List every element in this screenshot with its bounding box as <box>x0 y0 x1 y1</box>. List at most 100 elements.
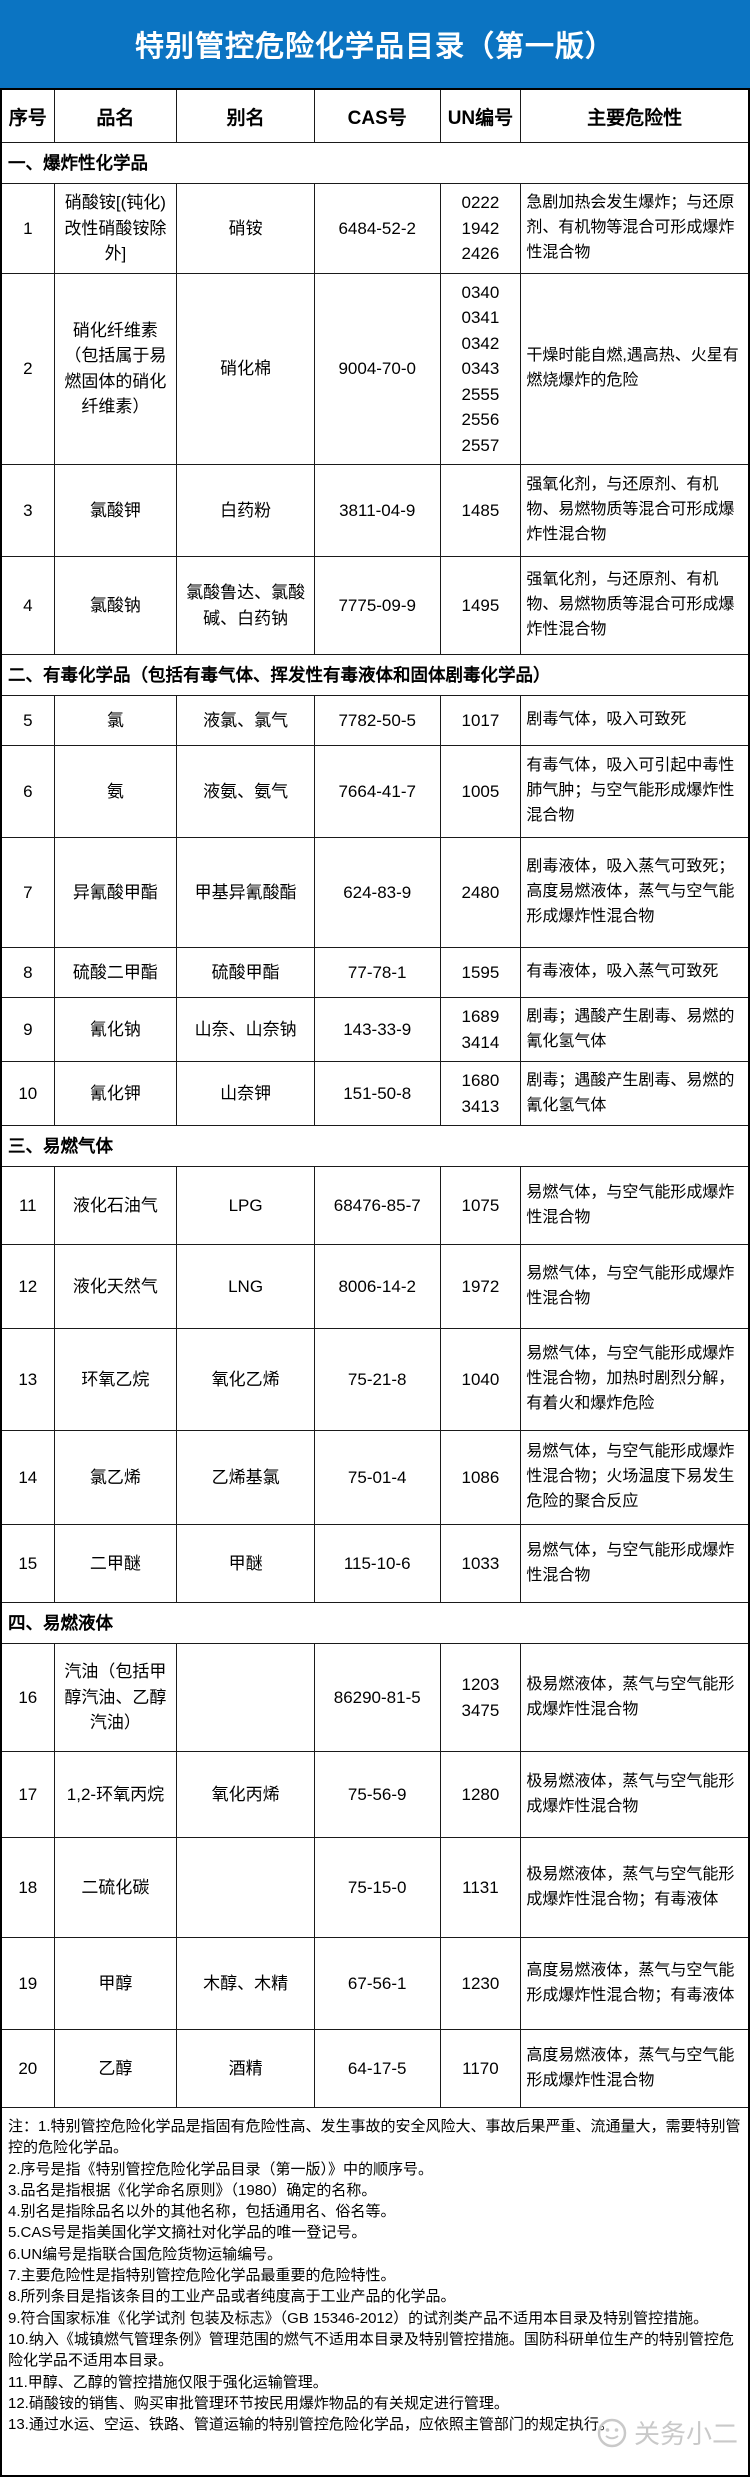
table-row: 15 二甲醚 甲醚 115-10-6 1033 易燃气体，与空气能形成爆炸性混合物 <box>0 1524 750 1603</box>
un-number: 2480 <box>461 882 500 902</box>
cell-un: 1230 <box>439 1937 522 2030</box>
cell-alias: 甲基异氰酸酯 <box>176 837 315 948</box>
cell-alias: 液氨、氨气 <box>176 745 315 838</box>
cell-serial: 10 <box>0 1061 55 1126</box>
cell-cas: 9004-70-0 <box>313 272 441 465</box>
cell-name: 乙醇 <box>53 2029 178 2108</box>
cell-hazard: 急剧加热会发生爆炸；与还原剂、有机物等混合可形成爆炸性混合物 <box>520 183 750 274</box>
cell-alias: 山奈钾 <box>176 1061 315 1126</box>
table-row: 8 硫酸二甲酯 硫酸甲酯 77-78-1 1595 有毒液体，吸入蒸气可致死 <box>0 947 750 998</box>
table-row: 17 1,2-环氧丙烷 氧化丙烯 75-56-9 1280 极易燃液体，蒸气与空气能形成爆… <box>0 1751 750 1838</box>
cell-name: 环氧乙烷 <box>53 1328 178 1431</box>
cell-hazard: 高度易燃液体，蒸气与空气能形成爆炸性混合物；有毒液体 <box>520 1937 750 2030</box>
note-line: 7.主要危险性是指特别管控危险化学品最重要的危险特性。 <box>8 2267 396 2285</box>
cell-serial: 12 <box>0 1244 55 1329</box>
cell-un: 1086 <box>439 1430 522 1525</box>
cell-name: 硫酸二甲酯 <box>53 947 178 998</box>
cell-serial: 4 <box>0 556 55 655</box>
cell-hazard: 极易燃液体，蒸气与空气能形成爆炸性混合物 <box>520 1643 750 1752</box>
cell-hazard: 有毒气体，吸入可引起中毒性肺气肿；与空气能形成爆炸性混合物 <box>520 745 750 838</box>
cell-cas: 143-33-9 <box>313 997 441 1062</box>
un-number: 1170 <box>462 2058 499 2078</box>
cell-alias: 氯酸鲁达、氯酸碱、白药钠 <box>176 556 315 655</box>
cell-alias: 甲醚 <box>176 1524 315 1603</box>
cell-hazard: 剧毒液体，吸入蒸气可致死；高度易燃液体，蒸气与空气能形成爆炸性混合物 <box>520 837 750 948</box>
cell-name: 氰化钾 <box>53 1061 178 1126</box>
cell-un: 1972 <box>439 1244 522 1329</box>
cell-alias: 液氯、氯气 <box>176 695 315 746</box>
cell-un: 1680 3413 <box>439 1061 522 1126</box>
note-line: 11.甲醇、乙醇的管控措施仅限于强化运输管理。 <box>8 2373 328 2391</box>
table-row: 2 硝化纤维素（包括属于易燃固体的硝化纤维素） 硝化棉 9004-70-0 0340 03… <box>0 272 750 465</box>
note-line: 2.序号是指《特别管控危险化学品目录（第一版）》中的顺序号。 <box>8 2160 434 2178</box>
cell-un: 0340 0341 0342 0343 2555 2556 2557 <box>439 272 522 465</box>
cell-alias: 山奈、山奈钠 <box>176 997 315 1062</box>
table-row: 5 氯液氯、氯气 7782-50-5 1017 剧毒气体，吸入可致死 <box>0 695 750 746</box>
cell-hazard: 剧毒；遇酸产生剧毒、易燃的氰化氢气体 <box>520 997 750 1062</box>
un-number: 0342 <box>461 333 500 353</box>
cell-hazard: 易燃气体，与空气能形成爆炸性混合物；火场温度下易发生危险的聚合反应 <box>520 1430 750 1525</box>
note-line: 注：1.特别管控危险化学品是指固有危险性高、发生事故的安全风险大、事故后果严重、… <box>8 2118 741 2157</box>
table-row: 19 甲醇 木醇、木精 67-56-1 1230 高度易燃液体，蒸气与空气能形成爆炸性混合… <box>0 1937 750 2030</box>
cell-un: 1017 <box>439 695 522 746</box>
cell-cas: 3811-04-9 <box>313 464 441 557</box>
un-number: 3413 <box>461 1096 500 1116</box>
chemicals-table: 序号 品名 别名 CAS号 UN编号 主要危险性 一、爆炸性化学品 1 硝酸铵[(钝… <box>0 88 750 2477</box>
note-line: 10.纳入《城镇燃气管理条例》管理范围的燃气不适用本目录及特别管控措施。国防科研… <box>8 2330 734 2370</box>
cell-serial: 2 <box>0 272 55 465</box>
table-row: 9 氰化钠 山奈、山奈钠 143-33-9 1689 3414 剧毒；遇酸产生剧毒、易燃的氰… <box>0 997 750 1062</box>
cell-cas: 624-83-9 <box>313 837 441 948</box>
table-row: 18 二硫化碳 75-15-0 1131 极易燃液体，蒸气与空气能形成爆炸性混合物；有毒… <box>0 1837 750 1938</box>
un-number: 3475 <box>461 1700 500 1720</box>
cell-un: 1170 <box>439 2029 522 2108</box>
table-row: 4 氯酸钠 氯酸鲁达、氯酸碱、白药钠 7775-09-9 1495 强氧化剂，与还原剂、有… <box>0 556 750 655</box>
un-number: 2557 <box>461 435 500 455</box>
cell-alias: LNG <box>176 1244 315 1329</box>
un-number: 1017 <box>461 710 500 730</box>
table-header: 序号 品名 别名 CAS号 UN编号 主要危险性 <box>0 88 750 143</box>
un-number: 1689 <box>461 1007 500 1026</box>
un-number: 1972 <box>461 1276 500 1296</box>
cell-cas: 7664-41-7 <box>313 745 441 838</box>
cell-hazard: 易燃气体，与空气能形成爆炸性混合物 <box>520 1524 750 1603</box>
cell-serial: 15 <box>0 1524 55 1603</box>
cell-alias: 白药粉 <box>176 464 315 557</box>
cell-un: 1131 <box>439 1837 522 1938</box>
cell-cas: 75-15-0 <box>313 1837 441 1938</box>
col-header-serial: 序号 <box>0 88 55 143</box>
section-label: 一、爆炸性化学品 <box>0 142 750 184</box>
note-line: 9.符合国家标准《化学试剂 包装及标志》（GB 15346-2012）的试剂类产… <box>8 2309 709 2327</box>
cell-serial: 13 <box>0 1328 55 1431</box>
cell-un: 0222 1942 2426 <box>439 183 522 274</box>
table-row: 11 液化石油气 LPG 68476-85-7 1075 易燃气体，与空气能形成爆炸性混合… <box>0 1166 750 1245</box>
cell-name: 液化石油气 <box>53 1166 178 1245</box>
cell-cas: 75-21-8 <box>313 1328 441 1431</box>
un-number: 2426 <box>461 244 500 263</box>
header-row: 序号 品名 别名 CAS号 UN编号 主要危险性 <box>0 88 750 143</box>
section-label: 四、易燃液体 <box>0 1602 750 1644</box>
table-row: 12 液化天然气 LNG 8006-14-2 1972 易燃气体，与空气能形成爆炸性混合物 <box>0 1244 750 1329</box>
table-row: 14 氯乙烯 乙烯基氯 75-01-4 1086 易燃气体，与空气能形成爆炸性混合物；火场… <box>0 1430 750 1525</box>
un-number: 1280 <box>461 1784 500 1804</box>
un-number: 2555 <box>461 384 500 404</box>
un-number: 1942 <box>461 218 500 238</box>
cell-alias: 硝铵 <box>176 183 315 274</box>
cell-cas: 67-56-1 <box>313 1937 441 2030</box>
note-line: 5.CAS号是指美国化学文摘社对化学品的唯一登记号。 <box>8 2224 367 2242</box>
cell-hazard: 易燃气体，与空气能形成爆炸性混合物 <box>520 1166 750 1245</box>
section-label: 二、有毒化学品（包括有毒气体、挥发性有毒液体和固体剧毒化学品） <box>0 654 750 696</box>
un-number: 1033 <box>461 1553 500 1573</box>
un-number: 1485 <box>461 500 500 520</box>
note-line: 6.UN编号是指联合国危险货物运输编号。 <box>8 2245 283 2263</box>
cell-name: 硝化纤维素（包括属于易燃固体的硝化纤维素） <box>53 272 178 465</box>
cell-alias: 硫酸甲酯 <box>176 947 315 998</box>
un-number: 1595 <box>461 962 500 982</box>
cell-un: 1040 <box>439 1328 522 1431</box>
cell-cas: 115-10-6 <box>313 1524 441 1603</box>
col-header-un: UN编号 <box>439 88 522 143</box>
cell-hazard: 剧毒；遇酸产生剧毒、易燃的氰化氢气体 <box>520 1061 750 1126</box>
cell-cas: 68476-85-7 <box>313 1166 441 1245</box>
un-number: 1203 <box>461 1675 500 1694</box>
cell-serial: 14 <box>0 1430 55 1525</box>
un-number: 1680 <box>461 1071 500 1090</box>
